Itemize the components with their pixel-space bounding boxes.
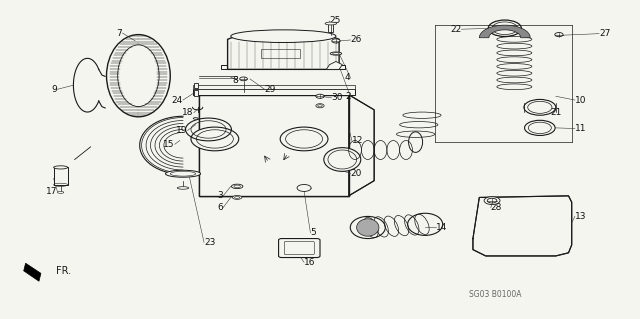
Bar <box>54 167 68 185</box>
Ellipse shape <box>332 39 340 43</box>
Ellipse shape <box>350 216 385 239</box>
Ellipse shape <box>316 104 324 108</box>
Text: 15: 15 <box>163 140 175 149</box>
Ellipse shape <box>54 166 68 169</box>
Ellipse shape <box>524 100 556 115</box>
Text: 22: 22 <box>450 25 461 34</box>
Polygon shape <box>479 25 531 38</box>
Ellipse shape <box>191 127 239 151</box>
Polygon shape <box>326 62 342 69</box>
Text: 20: 20 <box>351 169 362 178</box>
Text: 16: 16 <box>304 258 316 267</box>
Text: 8: 8 <box>233 76 239 85</box>
Bar <box>193 89 355 95</box>
Text: 4: 4 <box>345 73 351 82</box>
Ellipse shape <box>297 184 311 191</box>
Text: 2: 2 <box>345 93 351 101</box>
Ellipse shape <box>58 191 64 193</box>
Text: 13: 13 <box>575 212 586 221</box>
Bar <box>193 85 355 89</box>
Text: 27: 27 <box>599 29 611 38</box>
Text: 6: 6 <box>218 203 223 212</box>
Text: FR.: FR. <box>56 266 70 276</box>
Polygon shape <box>473 196 572 256</box>
Ellipse shape <box>324 148 361 171</box>
Text: 24: 24 <box>172 96 183 105</box>
Bar <box>261 49 300 58</box>
Text: SG03 B0100A: SG03 B0100A <box>469 290 522 299</box>
FancyBboxPatch shape <box>278 239 320 257</box>
Text: 25: 25 <box>330 17 341 26</box>
Text: 14: 14 <box>436 223 447 232</box>
Text: 10: 10 <box>575 96 586 105</box>
Text: 26: 26 <box>351 35 362 44</box>
Ellipse shape <box>330 52 342 55</box>
Text: 12: 12 <box>352 136 364 145</box>
Polygon shape <box>194 90 198 96</box>
Text: 28: 28 <box>491 203 502 212</box>
Ellipse shape <box>280 127 328 151</box>
Text: 29: 29 <box>264 85 276 94</box>
Text: 11: 11 <box>575 124 586 133</box>
Ellipse shape <box>231 30 336 42</box>
Polygon shape <box>194 83 198 88</box>
Text: 18: 18 <box>182 108 194 117</box>
Bar <box>199 95 349 196</box>
Text: 7: 7 <box>116 28 122 38</box>
Text: 1: 1 <box>259 44 264 53</box>
Text: 30: 30 <box>332 93 343 102</box>
Ellipse shape <box>356 219 379 236</box>
Text: 19: 19 <box>176 126 188 135</box>
Ellipse shape <box>408 213 443 235</box>
Polygon shape <box>199 95 349 196</box>
Ellipse shape <box>525 120 555 136</box>
Bar <box>328 24 333 32</box>
Polygon shape <box>24 263 41 281</box>
Ellipse shape <box>325 22 337 25</box>
Polygon shape <box>349 95 374 196</box>
Polygon shape <box>221 65 346 69</box>
Ellipse shape <box>232 196 242 199</box>
Text: 5: 5 <box>310 228 316 237</box>
Text: 23: 23 <box>204 238 216 247</box>
Ellipse shape <box>555 33 563 37</box>
Ellipse shape <box>193 118 198 119</box>
Text: 21: 21 <box>550 108 562 117</box>
Text: 17: 17 <box>46 187 58 196</box>
Ellipse shape <box>484 197 500 204</box>
Ellipse shape <box>166 170 200 177</box>
Ellipse shape <box>232 184 243 189</box>
Polygon shape <box>476 207 557 234</box>
Ellipse shape <box>106 34 170 117</box>
Ellipse shape <box>316 94 324 98</box>
Text: 3: 3 <box>218 191 223 200</box>
Ellipse shape <box>240 77 247 81</box>
Ellipse shape <box>177 187 189 189</box>
Polygon shape <box>228 33 339 69</box>
Ellipse shape <box>487 198 497 203</box>
Text: 9: 9 <box>52 85 58 94</box>
